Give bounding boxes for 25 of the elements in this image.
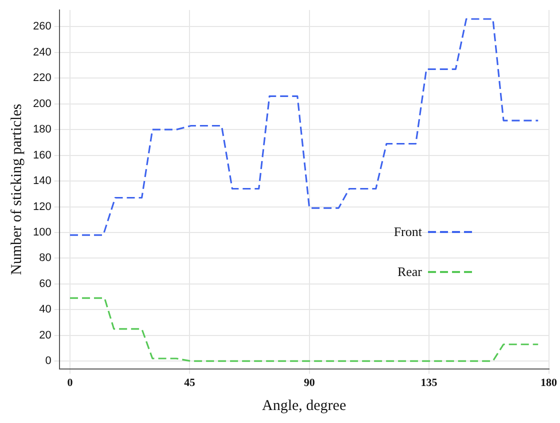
y-tick-label: 140	[32, 175, 52, 188]
y-tick-label: 80	[39, 252, 52, 264]
y-tick-label: 20	[39, 329, 52, 342]
y-tick-label: 100	[32, 226, 52, 239]
x-tick-label: 180	[540, 377, 558, 390]
x-axis-title: Angle, degree	[262, 398, 346, 414]
y-tick-label: 180	[32, 124, 52, 136]
legend-label: Rear	[396, 264, 422, 280]
y-tick-label: 60	[39, 278, 52, 290]
x-tick-label: 45	[184, 377, 196, 390]
x-tick-label: 0	[67, 377, 74, 390]
y-tick-label: 40	[39, 304, 52, 316]
line-series	[69, 297, 539, 362]
y-tick-label: 160	[32, 149, 52, 162]
legend-label: Front	[392, 224, 422, 240]
y-tick-label: 260	[32, 20, 52, 33]
line-series	[69, 18, 539, 236]
y-tick-label: 220	[32, 72, 52, 84]
y-tick-label: 200	[32, 98, 52, 110]
x-tick-label: 135	[420, 377, 438, 390]
y-tick-label: 240	[32, 46, 52, 58]
x-tick-label: 90	[304, 377, 316, 390]
y-axis-title: Number of sticking particles	[8, 104, 25, 276]
y-tick-label: 0	[45, 355, 52, 368]
y-tick-label: 120	[32, 200, 52, 213]
